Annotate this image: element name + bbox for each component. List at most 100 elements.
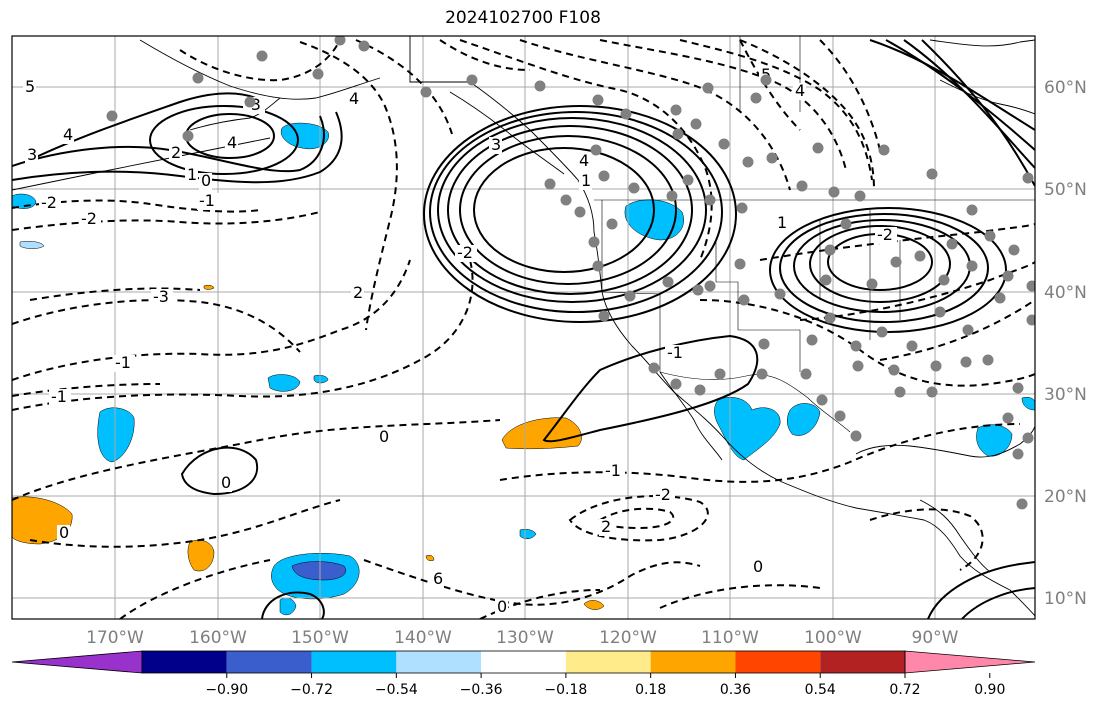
station-dot bbox=[1026, 314, 1035, 326]
contour-label-bg bbox=[793, 83, 806, 100]
station-dot bbox=[756, 368, 768, 380]
lon-tick-label: 100°W bbox=[804, 628, 862, 648]
station-dot bbox=[592, 94, 604, 106]
contour-line bbox=[29, 499, 341, 548]
contour-label-bg bbox=[23, 79, 36, 96]
contour-line bbox=[423, 105, 737, 323]
lon-tick-label: 110°W bbox=[701, 628, 759, 648]
station-dot bbox=[796, 180, 808, 192]
lat-tick-label: 60°N bbox=[1044, 78, 1087, 98]
contour-label-bg bbox=[489, 137, 502, 154]
colorbar-segment bbox=[650, 651, 736, 673]
colorbar-tick-label: −0.54 bbox=[375, 682, 418, 698]
station-dot bbox=[628, 182, 640, 194]
contour-line bbox=[447, 125, 693, 295]
colorbar-tick-label: 0.90 bbox=[974, 682, 1005, 698]
station-dot bbox=[544, 178, 556, 190]
station-dot bbox=[824, 312, 836, 324]
lat-tick-label: 50°N bbox=[1044, 180, 1087, 200]
station-dot bbox=[930, 360, 942, 372]
colorbar-segment bbox=[311, 651, 397, 673]
station-dot bbox=[960, 356, 972, 368]
contour-label-bg bbox=[495, 599, 508, 616]
contour-line bbox=[459, 39, 713, 261]
shaded-regions bbox=[12, 122, 1035, 616]
station-dot bbox=[560, 194, 572, 206]
contour-line bbox=[739, 39, 875, 191]
station-dot bbox=[914, 250, 926, 262]
lat-tick-label: 10°N bbox=[1044, 589, 1087, 609]
contour-label: 1 bbox=[581, 171, 591, 190]
lat-tick-label: 30°N bbox=[1044, 385, 1087, 405]
station-dot bbox=[966, 204, 978, 216]
contour-label: 3 bbox=[491, 135, 501, 154]
contour-label-bg bbox=[351, 285, 364, 302]
contour-line bbox=[779, 213, 989, 323]
coastline bbox=[659, 371, 723, 461]
colorbar-tick-label: −0.18 bbox=[544, 682, 587, 698]
contour-label-bg bbox=[603, 463, 625, 480]
contour-label-bg bbox=[39, 195, 61, 212]
contour-label-bg bbox=[577, 153, 590, 170]
contour-label-bg bbox=[875, 227, 897, 244]
station-dot bbox=[420, 86, 432, 98]
station-dot bbox=[934, 306, 946, 318]
station-dot bbox=[1016, 498, 1028, 510]
station-dot bbox=[1012, 382, 1024, 394]
contour-line bbox=[29, 287, 201, 301]
station-dot bbox=[598, 310, 610, 322]
shading-region bbox=[583, 600, 605, 610]
colorbar-segment bbox=[565, 651, 651, 673]
station-dot bbox=[766, 152, 778, 164]
station-dot bbox=[312, 68, 324, 80]
station-dot bbox=[834, 410, 846, 422]
station-dot bbox=[662, 276, 674, 288]
station-dot bbox=[906, 340, 918, 352]
shading-region bbox=[187, 539, 215, 572]
station-dot bbox=[670, 104, 682, 116]
station-dot bbox=[866, 278, 878, 290]
colorbar-tick-label: −0.72 bbox=[290, 682, 333, 698]
station-dot bbox=[648, 362, 660, 374]
station-dot bbox=[800, 368, 812, 380]
contour-line bbox=[519, 39, 791, 191]
contour-label: -1 bbox=[667, 343, 683, 362]
station-dot bbox=[714, 368, 726, 380]
contour-line bbox=[459, 135, 677, 285]
station-dot bbox=[358, 40, 370, 52]
station-dot bbox=[852, 360, 864, 372]
station-dot bbox=[828, 186, 840, 198]
contour-label: 4 bbox=[227, 133, 237, 152]
solid-contours bbox=[12, 39, 1035, 619]
contour-label-bg bbox=[219, 475, 232, 492]
station-dot bbox=[824, 244, 836, 256]
shading-region bbox=[501, 417, 582, 450]
border bbox=[659, 371, 851, 433]
contour-label: 0 bbox=[201, 171, 211, 190]
contour-label-bg bbox=[197, 193, 219, 210]
station-dot bbox=[966, 260, 978, 272]
colorbar-segment bbox=[481, 651, 566, 673]
contour-label: 0 bbox=[379, 427, 389, 446]
station-dot bbox=[1002, 270, 1014, 282]
station-dot bbox=[926, 386, 938, 398]
contour-label-bg bbox=[775, 215, 788, 232]
contour-label: -1 bbox=[51, 387, 67, 406]
coastline bbox=[139, 39, 381, 100]
contour-label: 0 bbox=[59, 523, 69, 542]
shading-region bbox=[1021, 396, 1035, 411]
colorbar-tick-label: 0.54 bbox=[805, 682, 836, 698]
shading-region bbox=[787, 403, 821, 436]
station-dot bbox=[606, 218, 618, 230]
contour-label: -2 bbox=[81, 209, 97, 228]
shading-region bbox=[291, 561, 346, 581]
station-dot bbox=[672, 128, 684, 140]
contour-label: 4 bbox=[795, 81, 805, 100]
station-dot bbox=[588, 236, 600, 248]
station-dot bbox=[694, 384, 706, 396]
contour-label-bg bbox=[665, 345, 687, 362]
station-dot bbox=[702, 82, 714, 94]
station-dot bbox=[182, 130, 194, 142]
contour-line bbox=[12, 419, 501, 501]
